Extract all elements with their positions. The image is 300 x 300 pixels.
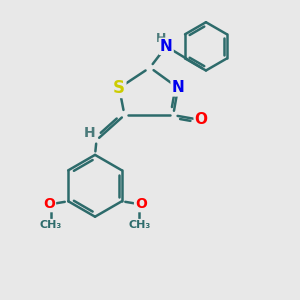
Text: N: N: [160, 39, 172, 54]
Text: O: O: [43, 197, 55, 211]
Text: H: H: [83, 126, 95, 140]
Text: O: O: [195, 112, 208, 127]
Text: N: N: [172, 80, 184, 95]
Text: CH₃: CH₃: [40, 220, 62, 230]
Text: CH₃: CH₃: [128, 220, 151, 230]
Text: O: O: [135, 197, 147, 211]
Text: H: H: [156, 32, 166, 46]
Text: S: S: [113, 79, 125, 97]
